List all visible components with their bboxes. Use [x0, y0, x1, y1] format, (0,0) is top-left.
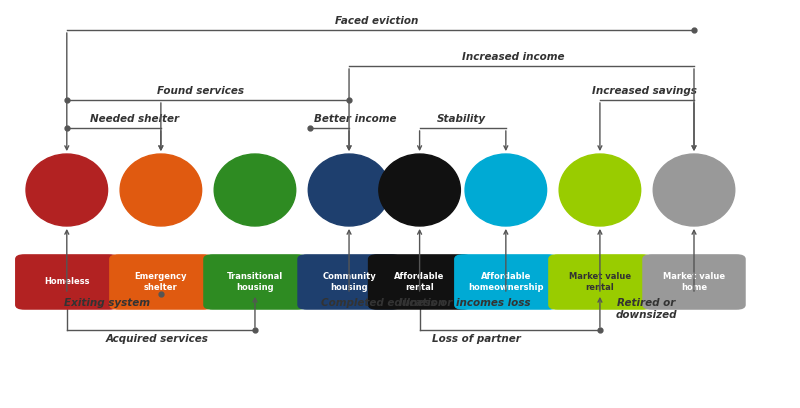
FancyBboxPatch shape [368, 254, 471, 310]
Ellipse shape [26, 154, 107, 226]
Ellipse shape [308, 154, 390, 226]
Text: Emergency
shelter: Emergency shelter [134, 272, 187, 292]
Text: Increased savings: Increased savings [592, 86, 697, 96]
Text: Increased income: Increased income [462, 52, 565, 62]
Text: Needed shelter: Needed shelter [90, 114, 179, 124]
Text: Affordable
homeownership: Affordable homeownership [468, 272, 543, 292]
Ellipse shape [214, 154, 296, 226]
FancyBboxPatch shape [109, 254, 213, 310]
Text: Retired or
downsized: Retired or downsized [615, 298, 677, 320]
Ellipse shape [120, 154, 202, 226]
FancyBboxPatch shape [15, 254, 118, 310]
Text: Found services: Found services [157, 86, 243, 96]
Text: Transitional
housing: Transitional housing [227, 272, 283, 292]
Text: Acquired services: Acquired services [106, 334, 208, 344]
Text: Loss of partner: Loss of partner [432, 334, 522, 344]
Text: Homeless: Homeless [44, 277, 90, 286]
Text: Better income: Better income [314, 114, 396, 124]
Ellipse shape [654, 154, 734, 226]
FancyBboxPatch shape [454, 254, 558, 310]
Text: Affordable
rental: Affordable rental [394, 272, 445, 292]
Ellipse shape [559, 154, 641, 226]
FancyBboxPatch shape [642, 254, 746, 310]
Text: Faced eviction: Faced eviction [334, 16, 418, 26]
Text: Completed education: Completed education [321, 298, 445, 308]
Text: Market value
rental: Market value rental [569, 272, 631, 292]
Ellipse shape [465, 154, 546, 226]
Text: Exiting system: Exiting system [64, 298, 150, 308]
FancyBboxPatch shape [298, 254, 401, 310]
FancyBboxPatch shape [548, 254, 652, 310]
Text: Stability: Stability [437, 114, 486, 124]
Text: Market value
home: Market value home [663, 272, 725, 292]
FancyBboxPatch shape [203, 254, 306, 310]
Text: Illness or incomes loss: Illness or incomes loss [398, 298, 530, 308]
Text: Community
housing: Community housing [322, 272, 376, 292]
Ellipse shape [379, 154, 460, 226]
